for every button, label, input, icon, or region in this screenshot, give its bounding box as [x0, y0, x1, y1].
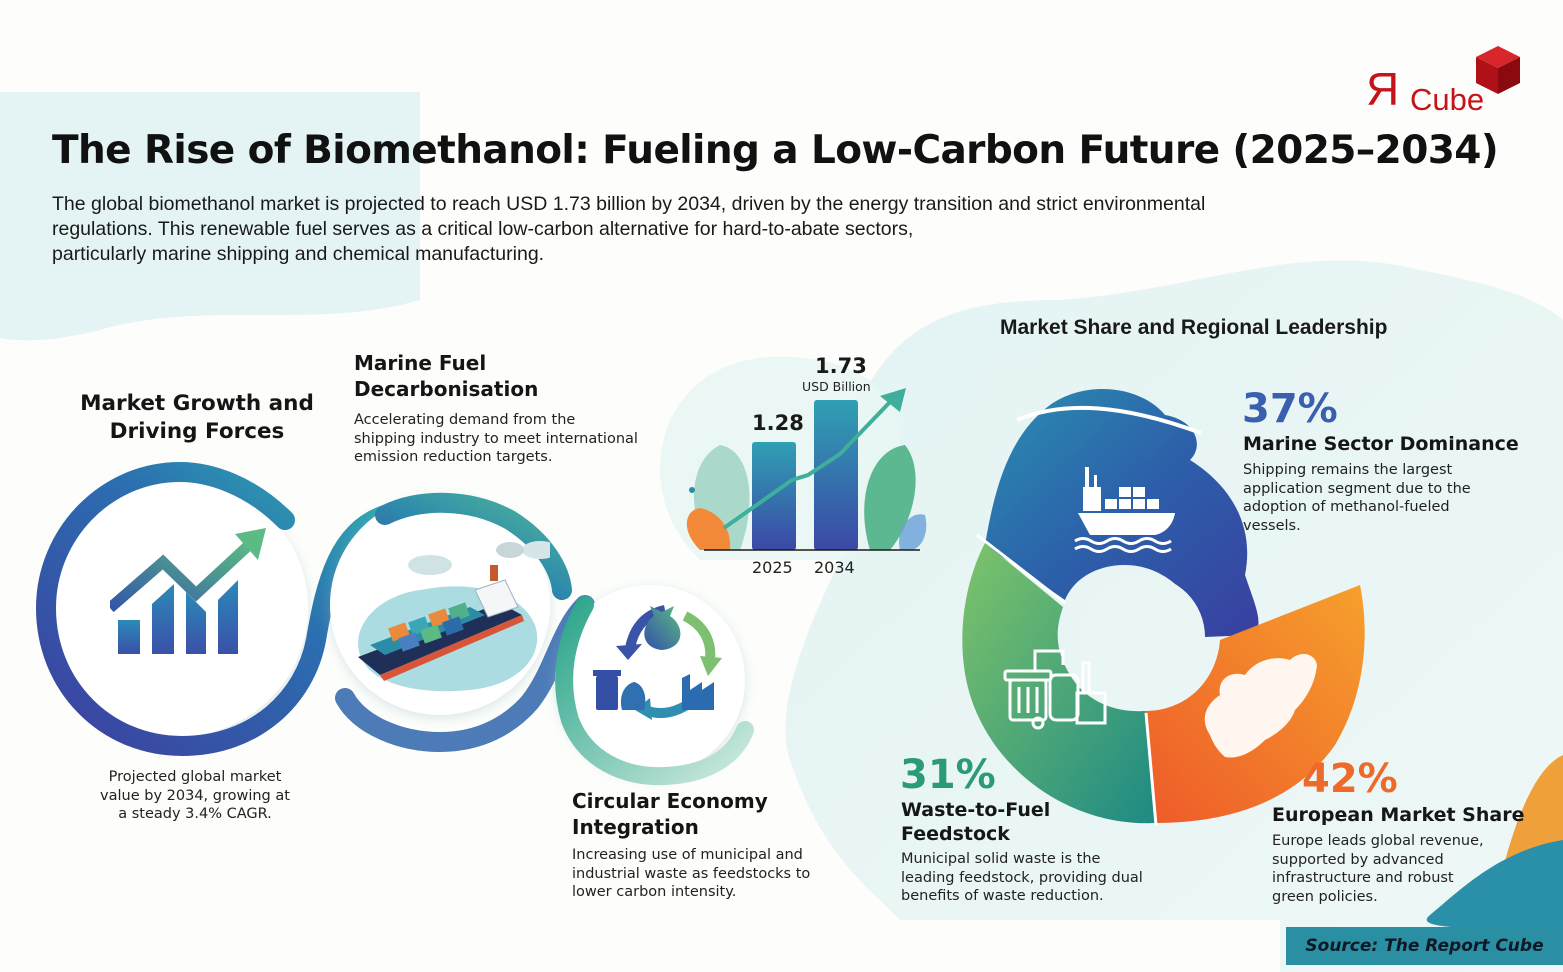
cargo-ship-icon — [1074, 467, 1175, 553]
market-growth-title-line: Driving Forces — [109, 419, 285, 444]
desc-line: lower carbon intensity. — [572, 884, 737, 900]
market-share-donut — [962, 388, 1365, 826]
desc-line: supported by advanced — [1272, 851, 1444, 868]
source-bar: Source: The Report Cube — [1286, 927, 1563, 965]
circular-economy-title-line: Integration — [572, 815, 699, 839]
source-text: Source: The Report Cube — [1305, 936, 1544, 956]
marine-share-pct: 37% — [1242, 386, 1338, 432]
desc-line: shipping industry to meet international — [354, 430, 638, 447]
circular-economy-title: Circular Economy Integration — [572, 788, 768, 840]
market-share-title: Market Share and Regional Leadership — [1000, 316, 1388, 339]
marine-fuel-desc: Accelerating demand from the shipping in… — [354, 411, 638, 467]
europe-share-pct: 42% — [1302, 756, 1398, 802]
bar-value-2034: 1.73 — [815, 354, 867, 378]
desc-line: Municipal solid waste is the — [901, 851, 1101, 867]
circular-economy-title-line: Circular Economy — [572, 789, 768, 813]
desc-line: Shipping remains the largest — [1243, 462, 1453, 478]
marine-share-desc: Shipping remains the largest application… — [1243, 461, 1471, 535]
desc-line: leading feedstock, providing dual — [901, 869, 1143, 886]
page-title: The Rise of Biomethanol: Fueling a Low-C… — [52, 128, 1499, 173]
market-growth-title: Market Growth and Driving Forces — [62, 390, 332, 446]
desc-line: vessels. — [1243, 517, 1301, 534]
desc-line: benefits of waste reduction. — [901, 888, 1104, 904]
desc-line: Accelerating demand from the — [354, 412, 576, 428]
desc-line: a steady 3.4% CAGR. — [118, 806, 272, 822]
subtitle-line: regulations. This renewable fuel serves … — [52, 218, 914, 240]
waste-recycling-plant-icon — [1003, 649, 1107, 730]
desc-line: adoption of methanol-fueled — [1243, 499, 1450, 515]
desc-line: industrial waste as feedstocks to — [572, 865, 811, 882]
segment-title-line: European Market Share — [1272, 804, 1525, 826]
desc-line: green policies. — [1272, 888, 1378, 905]
container-ship-icon — [358, 541, 550, 692]
desc-line: Europe leads global revenue, — [1272, 833, 1484, 849]
desc-line: application segment due to the — [1243, 480, 1471, 497]
desc-line: emission reduction targets. — [354, 449, 553, 465]
page-subtitle: The global biomethanol market is project… — [52, 192, 1452, 267]
brand-logo: Я Cube — [1362, 44, 1527, 120]
europe-share-title: European Market Share — [1272, 803, 1524, 827]
bar-value-2025: 1.28 — [752, 411, 804, 435]
growth-chart-icon — [110, 528, 266, 654]
marine-fuel-title-line: Marine Fuel — [354, 351, 487, 375]
bar-year-2025: 2025 — [752, 558, 793, 577]
waste-share-desc: Municipal solid waste is the leading fee… — [901, 850, 1143, 906]
desc-line: infrastructure and robust — [1272, 870, 1454, 886]
logo-letter: Я — [1366, 63, 1400, 115]
segment-title-line: Feedstock — [901, 823, 1010, 845]
segment-title-line: Waste-to-Fuel — [901, 799, 1051, 821]
recycling-cycle-icon — [593, 605, 722, 720]
subtitle-line: The global biomethanol market is project… — [52, 193, 1206, 215]
segment-title-line: Marine Sector Dominance — [1243, 433, 1519, 455]
marine-fuel-title-line: Decarbonisation — [354, 377, 539, 401]
waste-share-pct: 31% — [900, 752, 996, 798]
market-growth-desc: Projected global market value by 2034, g… — [80, 768, 310, 824]
desc-line: Increasing use of municipal and — [572, 847, 803, 863]
europe-share-desc: Europe leads global revenue, supported b… — [1272, 832, 1484, 906]
marine-share-title: Marine Sector Dominance — [1243, 432, 1519, 456]
subtitle-line: particularly marine shipping and chemica… — [52, 243, 545, 265]
europe-map-icon — [1204, 653, 1317, 758]
desc-line: value by 2034, growing at — [100, 787, 290, 804]
bar-year-2034: 2034 — [814, 558, 855, 577]
bar-unit-label: USD Billion — [802, 379, 871, 394]
desc-line: Projected global market — [108, 769, 282, 785]
market-growth-title-line: Market Growth and — [80, 391, 314, 416]
marine-fuel-title: Marine Fuel Decarbonisation — [354, 350, 538, 402]
bar-chart — [686, 388, 927, 551]
waste-share-title: Waste-to-Fuel Feedstock — [901, 798, 1050, 846]
cube-icon — [1476, 46, 1520, 94]
circular-economy-desc: Increasing use of municipal and industri… — [572, 846, 810, 902]
logo-text: Cube — [1410, 82, 1485, 117]
